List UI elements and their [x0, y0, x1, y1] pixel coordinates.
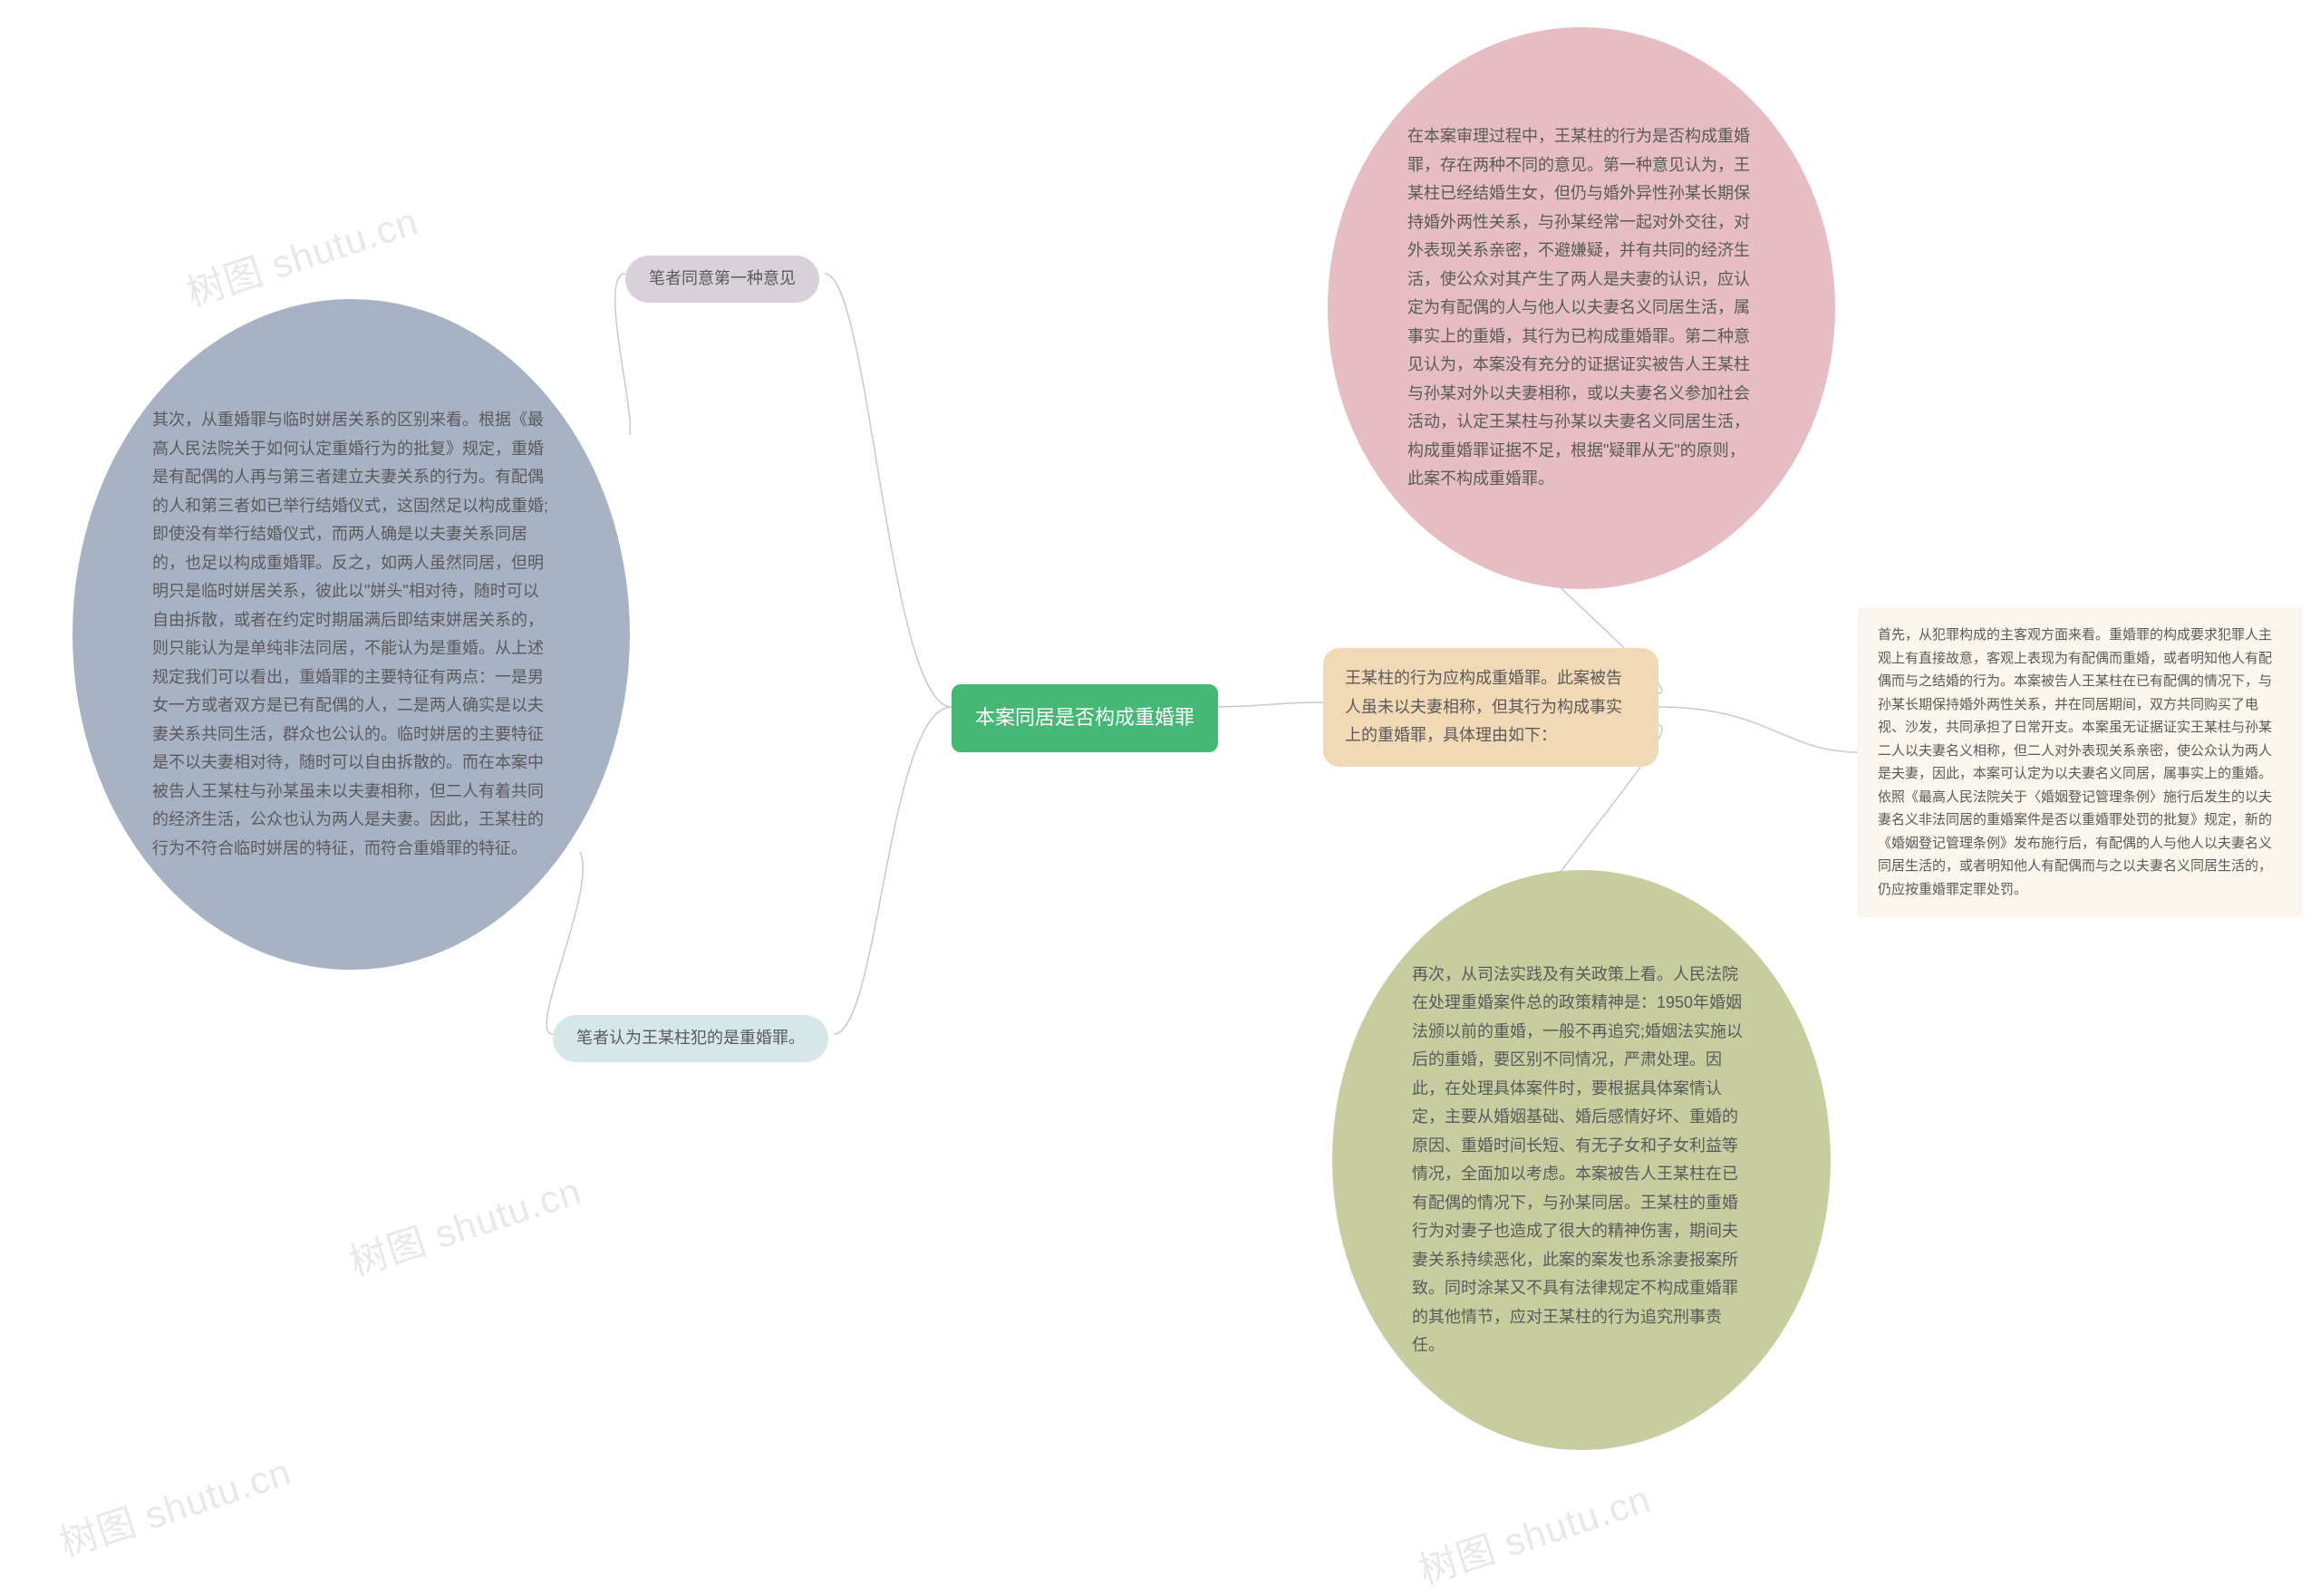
- center-topic: 本案同居是否构成重婚罪: [952, 684, 1218, 752]
- node-crime-elements: 首先，从犯罪构成的主客观方面来看。重婚罪的构成要求犯罪人主观上有直接故意，客观上…: [1858, 607, 2302, 917]
- node-judicial-practice: 再次，从司法实践及有关政策上看。人民法院在处理重婚案件总的政策精神是：1950年…: [1332, 870, 1831, 1450]
- node-conclusion: 笔者认为王某柱犯的是重婚罪。: [553, 1015, 828, 1062]
- node-two-opinions-text: 在本案审理过程中，王某柱的行为是否构成重婚罪，存在两种不同的意见。第一种意见认为…: [1353, 122, 1810, 494]
- node-left-distinction: 其次，从重婚罪与临时姘居关系的区别来看。根据《最高人民法院关于如何认定重婚行为的…: [72, 299, 630, 970]
- node-reason-intro: 王某柱的行为应构成重婚罪。此案被告人虽未以夫妻相称，但其行为构成事实上的重婚罪，…: [1323, 648, 1658, 767]
- watermark: 树图 shutu.cn: [52, 1441, 297, 1568]
- watermark: 树图 shutu.cn: [179, 190, 424, 317]
- node-agree-first-opinion: 笔者同意第一种意见: [625, 256, 819, 303]
- node-left-distinction-text: 其次，从重婚罪与临时姘居关系的区别来看。根据《最高人民法院关于如何认定重婚行为的…: [98, 406, 604, 863]
- watermark: 树图 shutu.cn: [1411, 1468, 1657, 1595]
- node-two-opinions: 在本案审理过程中，王某柱的行为是否构成重婚罪，存在两种不同的意见。第一种意见认为…: [1328, 27, 1835, 589]
- watermark: 树图 shutu.cn: [342, 1160, 587, 1287]
- node-judicial-practice-text: 再次，从司法实践及有关政策上看。人民法院在处理重婚案件总的政策精神是：1950年…: [1358, 961, 1805, 1360]
